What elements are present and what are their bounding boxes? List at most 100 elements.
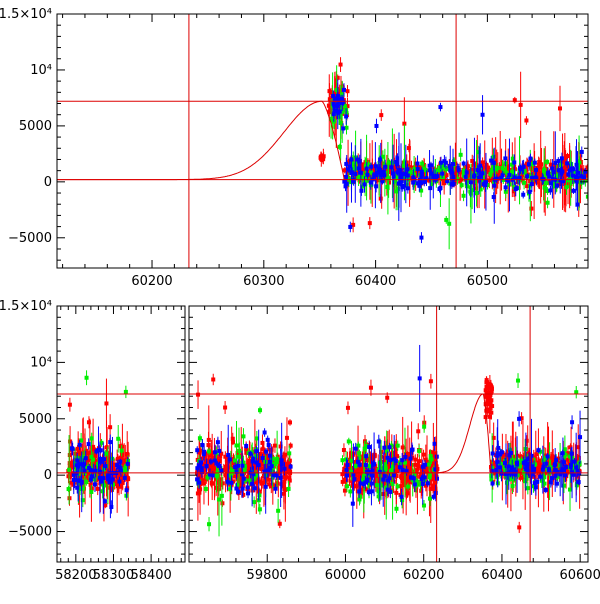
data-point [406, 485, 410, 489]
data-point [465, 170, 469, 174]
data-point [448, 164, 452, 168]
data-point [359, 189, 363, 193]
data-point [220, 494, 224, 498]
data-point [369, 165, 373, 169]
data-point [332, 112, 336, 116]
data-point [440, 172, 444, 176]
data-point [496, 166, 500, 170]
data-point [580, 150, 584, 154]
data-point [392, 175, 396, 179]
data-point [517, 525, 521, 529]
data-point [406, 173, 410, 177]
data-point [419, 236, 423, 240]
data-point [481, 113, 485, 117]
data-point [287, 451, 291, 455]
data-point [104, 401, 108, 405]
data-point [420, 172, 424, 176]
data-point [87, 466, 91, 470]
data-point [522, 181, 526, 185]
data-point [202, 481, 206, 485]
plot-area [189, 306, 588, 562]
data-point [96, 487, 100, 491]
data-point [513, 175, 517, 179]
data-point [490, 389, 494, 393]
data-point [537, 465, 541, 469]
data-point [438, 105, 442, 109]
data-point [339, 63, 343, 67]
data-point [576, 175, 580, 179]
data-point [332, 108, 336, 112]
data-point [94, 454, 98, 458]
data-point [558, 106, 562, 110]
data-point [568, 488, 572, 492]
data-point [211, 377, 215, 381]
data-point [528, 190, 532, 194]
data-point [451, 162, 455, 166]
data-point [347, 439, 351, 443]
data-point [406, 186, 410, 190]
data-point [125, 488, 129, 492]
data-point [94, 449, 98, 453]
data-point [545, 160, 549, 164]
data-point [546, 172, 550, 176]
data-point [89, 490, 93, 494]
data-point [585, 165, 589, 169]
data-point [527, 162, 531, 166]
data-point [331, 102, 335, 106]
data-point [416, 429, 420, 433]
data-point [98, 476, 102, 480]
data-point [207, 438, 211, 442]
data-point [359, 171, 363, 175]
data-point [507, 173, 511, 177]
data-point [345, 484, 349, 488]
data-point [542, 168, 546, 172]
data-point [443, 166, 447, 170]
data-point [428, 186, 432, 190]
data-point [489, 398, 493, 402]
data-point [321, 157, 325, 161]
data-point [520, 165, 524, 169]
data-point [276, 509, 280, 513]
data-point [525, 174, 529, 178]
data-point [534, 168, 538, 172]
data-point [396, 444, 400, 448]
x-tick-label: 58200 [55, 568, 96, 583]
data-point [68, 453, 72, 457]
data-point [472, 173, 476, 177]
data-point [495, 177, 499, 181]
data-point [415, 468, 419, 472]
data-point [357, 176, 361, 180]
data-point [397, 181, 401, 185]
data-point [220, 501, 224, 505]
data-point [345, 89, 349, 93]
data-point [252, 500, 256, 504]
data-point [235, 443, 239, 447]
y-tick-label: 10⁴ [30, 355, 52, 370]
data-point [492, 195, 496, 199]
data-point [399, 475, 403, 479]
data-point [566, 172, 570, 176]
y-tick-label: −5000 [8, 231, 52, 246]
x-tick-label: 60500 [467, 274, 508, 289]
data-point [241, 434, 245, 438]
data-point [357, 166, 361, 170]
data-point [126, 462, 130, 466]
data-point [237, 449, 241, 453]
data-point [484, 394, 488, 398]
data-point [484, 388, 488, 392]
data-point [258, 408, 262, 412]
data-point [338, 145, 342, 149]
data-point [439, 161, 443, 165]
data-point [419, 181, 423, 185]
data-point [533, 161, 537, 165]
data-point [87, 442, 91, 446]
data-point [223, 406, 227, 410]
data-point [394, 507, 398, 511]
data-point [441, 175, 445, 179]
data-point [416, 167, 420, 171]
data-point [89, 455, 93, 459]
data-point [368, 221, 372, 225]
data-point [567, 178, 571, 182]
data-point [348, 489, 352, 493]
